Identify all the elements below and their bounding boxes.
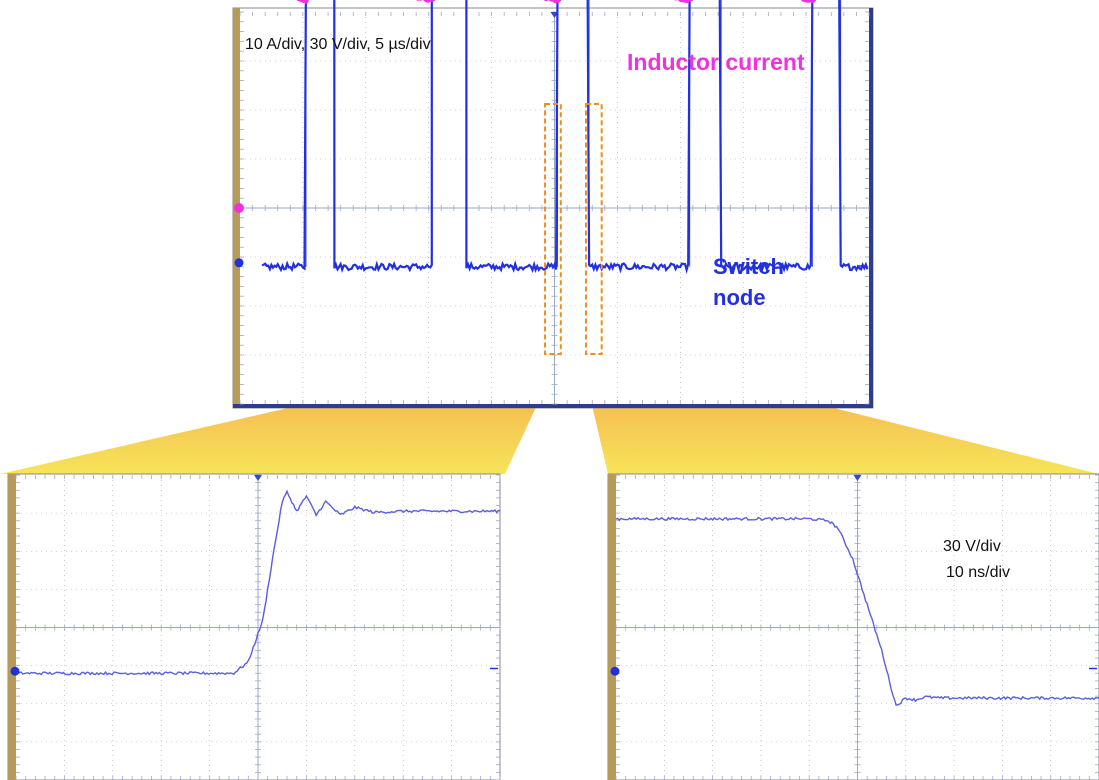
zoom-rising-frame-bar (8, 474, 16, 780)
zoom-window-1 (544, 103, 562, 355)
zoom-volts-per-div: 30 V/div (943, 538, 1001, 555)
switch-node-trace (261, 0, 869, 275)
channel-marker (10, 666, 20, 676)
zoom-window-2 (584, 103, 603, 355)
zoom-rising-panel (7, 473, 501, 780)
zoom-rising-grid (15, 474, 501, 780)
zoom-rising-series (15, 489, 501, 676)
zoom-falling-trigger-position-marker (853, 475, 862, 481)
zoom-rising-trace (15, 489, 501, 676)
main-scope-frame-right (869, 8, 873, 408)
zoom-falling-grid (615, 474, 1099, 780)
zoom-falling-trace (615, 516, 1099, 706)
main-scale-settings: 10 A/div, 30 V/div, 5 µs/div (245, 36, 431, 53)
channel-marker-switch (234, 258, 244, 268)
zoom-rising-trigger-position-marker (254, 475, 262, 481)
switch-node-series (261, 0, 869, 275)
switch-node-label-line1: Switch (713, 254, 784, 279)
main-scope-panel (232, 0, 874, 409)
channel-marker (610, 666, 620, 676)
zoom-falling-frame-bar (608, 474, 616, 780)
inductor-current-series (296, 0, 817, 4)
zoom-falling-series (615, 516, 1099, 706)
inductor-current-trace (296, 0, 817, 4)
inductor-current-label: Inductor current (627, 49, 805, 75)
channel-marker-inductor (234, 203, 244, 213)
zoom-time-per-div: 10 ns/div (946, 564, 1011, 581)
switch-node-label-line2: node (713, 285, 766, 310)
main-scope-frame-bottom (233, 404, 873, 408)
main-scope-grid (239, 11, 870, 405)
zoom-falling-panel (607, 473, 1099, 780)
